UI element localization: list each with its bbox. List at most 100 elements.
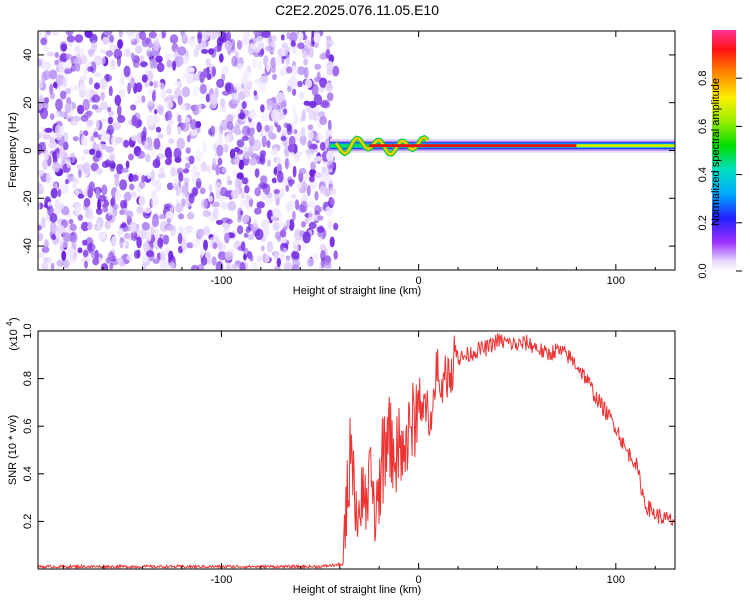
noise-blob (324, 255, 331, 264)
noise-blob (325, 136, 330, 149)
noise-blob (83, 148, 90, 155)
noise-blob (215, 261, 224, 270)
noise-blob (74, 189, 79, 197)
snr-xtick-label: -100 (210, 574, 232, 586)
snr-ytick-label: 0.8 (22, 371, 34, 386)
noise-blob (102, 36, 110, 45)
noise-blob (69, 117, 79, 126)
noise-blob (56, 259, 64, 267)
noise-blob (126, 254, 133, 261)
noise-blob (272, 73, 277, 81)
snr-scale-label: (x10 4 ) (5, 317, 20, 350)
noise-blob (283, 262, 292, 270)
noise-blob (236, 149, 243, 155)
noise-blob (185, 74, 194, 85)
noise-blob (64, 103, 72, 113)
noise-blob (233, 94, 239, 101)
noise-blob (236, 139, 245, 148)
noise-blob (257, 60, 263, 71)
noise-blob (299, 134, 307, 146)
noise-blob (55, 124, 61, 137)
noise-blob (70, 234, 76, 242)
noise-blob (314, 190, 319, 201)
noise-blob (72, 136, 79, 142)
noise-blob (292, 104, 297, 115)
noise-blob (100, 117, 107, 123)
noise-blob (253, 90, 258, 96)
noise-blob (278, 222, 287, 228)
noise-blob (248, 158, 258, 166)
noise-blob (271, 65, 276, 74)
noise-blob (199, 83, 208, 95)
snr-marks (38, 333, 675, 569)
noise-blob (153, 227, 160, 239)
noise-blob (65, 53, 72, 60)
noise-blob (95, 150, 102, 158)
noise-blob (66, 35, 75, 43)
noise-blob (104, 220, 111, 230)
noise-blob (285, 157, 289, 170)
noise-blob (206, 73, 212, 81)
noise-blob (324, 129, 333, 138)
noise-blob (200, 256, 208, 266)
noise-blob (201, 48, 209, 55)
noise-blob (130, 104, 137, 111)
noise-blob (111, 235, 117, 247)
noise-blob (333, 250, 338, 260)
noise-blob (54, 52, 59, 59)
noise-blob (241, 76, 248, 86)
spectrogram-panel: -100 0 100 -40 -20 0 20 40 Height of straight l… (7, 30, 676, 297)
noise-blob (302, 231, 311, 244)
noise-blob (38, 183, 45, 195)
noise-blob (114, 94, 122, 106)
noise-blob (254, 168, 260, 178)
noise-blob (125, 160, 130, 169)
noise-blob (214, 181, 222, 193)
noise-blob (305, 39, 312, 50)
noise-blob (197, 32, 202, 44)
noise-blob (272, 221, 280, 231)
noise-blob (222, 143, 229, 152)
noise-blob (268, 129, 273, 138)
noise-blob (326, 150, 335, 162)
noise-blob (94, 72, 102, 78)
noise-blob (38, 31, 42, 39)
noise-blob (242, 125, 251, 137)
noise-blob (144, 81, 150, 88)
noise-blob (181, 184, 189, 194)
noise-blob (125, 210, 134, 219)
noise-blob (203, 226, 211, 236)
spectrogram-xlabel: Height of straight line (km) (293, 285, 421, 297)
noise-blob (173, 147, 182, 160)
noise-blob (196, 228, 205, 237)
noise-blob (151, 217, 159, 228)
noise-blob (69, 223, 77, 231)
noise-blob (109, 42, 114, 53)
noise-blob (153, 80, 158, 89)
noise-blob (62, 232, 72, 243)
noise-blob (306, 258, 315, 267)
noise-blob (215, 164, 220, 176)
noise-blob (195, 150, 203, 162)
noise-blob (87, 66, 94, 72)
noise-blob (289, 31, 298, 43)
noise-blob (129, 221, 138, 233)
noise-blob (38, 225, 42, 231)
noise-blob (226, 218, 233, 225)
noise-blob (41, 261, 49, 270)
noise-blob (44, 150, 50, 161)
noise-blob (218, 53, 224, 63)
noise-blob (271, 177, 277, 184)
snr-ytick-label: 0.4 (22, 466, 34, 481)
noise-blob (319, 115, 328, 126)
noise-blob (215, 219, 224, 225)
noise-blob (285, 46, 291, 52)
noise-blob (101, 160, 109, 169)
noise-blob (233, 82, 242, 91)
noise-blob (273, 251, 279, 260)
noise-blob (100, 101, 108, 111)
noise-blob (316, 226, 325, 234)
noise-blob (276, 257, 281, 268)
noise-blob (267, 159, 271, 167)
noise-blob (128, 33, 136, 42)
